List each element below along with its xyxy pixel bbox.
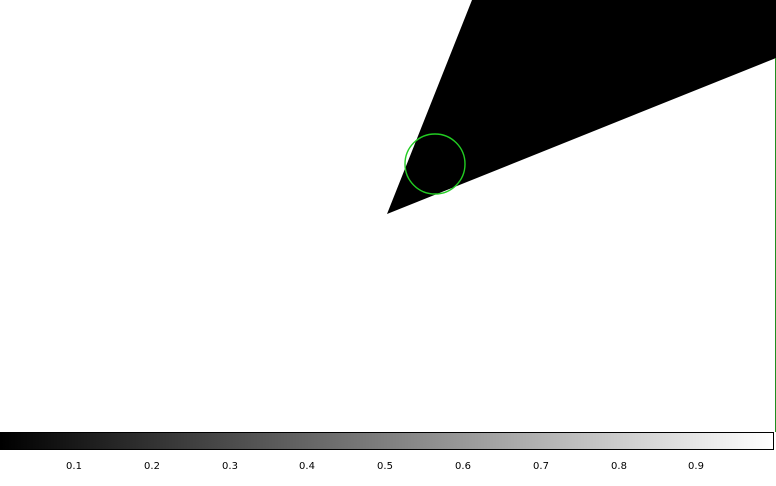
colorbar-tick-label: 0.7 bbox=[533, 461, 549, 472]
grayscale-colorbar[interactable] bbox=[0, 432, 774, 450]
colorbar-tick-label: 0.4 bbox=[299, 461, 315, 472]
colorbar-tick-label: 0.2 bbox=[144, 461, 160, 472]
colorbar-tick-label: 0.8 bbox=[611, 461, 627, 472]
colorbar-tick-label: 0.9 bbox=[688, 461, 704, 472]
image-display[interactable] bbox=[0, 0, 776, 432]
circle-region[interactable] bbox=[404, 133, 466, 195]
black-wedge-shape bbox=[387, 0, 776, 214]
colorbar-tick-label: 0.5 bbox=[377, 461, 393, 472]
colorbar-tick-label: 0.6 bbox=[455, 461, 471, 472]
colorbar-tick-label: 0.1 bbox=[66, 461, 82, 472]
colorbar-panel: 0.1 0.2 0.3 0.4 0.5 0.6 0.7 0.8 0.9 bbox=[0, 432, 776, 486]
colorbar-tick-label: 0.3 bbox=[222, 461, 238, 472]
